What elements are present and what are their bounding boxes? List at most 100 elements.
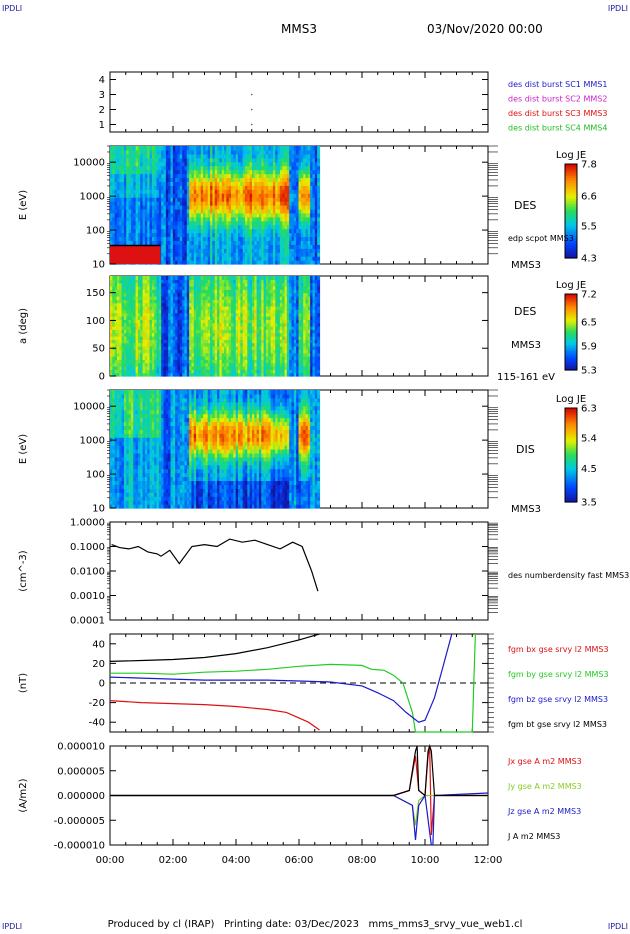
des-spectrogram-cell [158,220,162,226]
des-spectrogram-cell [186,212,190,218]
des-pitch-cell [184,362,188,367]
des-pitch-cell [137,366,141,370]
des-spectrogram-cell [247,177,251,182]
des-spectrogram-cell [298,208,302,214]
des-pitch-cell [196,346,200,350]
des-spectrogram-cell [268,220,272,226]
des-pitch-cell [184,282,188,287]
des-spectrogram-cell [200,236,204,241]
des-pitch-cell [231,282,234,287]
des-spectrogram-cell [310,157,314,163]
des-spectrogram-cell [151,236,155,241]
des-spectrogram-cell [289,193,293,198]
des-spectrogram-cell [210,146,214,151]
des-pitch-cell [123,306,127,310]
des-spectrogram-cell [251,177,255,182]
des-pitch-cell [224,322,227,327]
des-pitch-cell [193,302,197,307]
des-pitch-cell [261,322,265,327]
des-pitch-cell [244,362,248,367]
des-spectrogram-cell [110,161,113,167]
des-pitch-cell [193,279,197,284]
des-pitch-cell [258,329,262,334]
des-pitch-cell [240,372,244,377]
des-pitch-cell [135,316,139,320]
des-pitch-cell [189,306,193,310]
des-spectrogram-cell [147,169,151,175]
des-spectrogram-cell [196,173,200,179]
des-pitch-cell [112,356,116,360]
des-spectrogram-cell [154,177,158,182]
des-spectrogram-cell [156,161,160,167]
des-pitch-cell [110,356,113,360]
des-spectrogram-cell [133,161,137,167]
des-spectrogram-cell [314,248,318,253]
des-spectrogram-cell [275,256,279,261]
des-pitch-cell [161,309,165,314]
des-spectrogram-cell [154,165,158,171]
des-pitch-cell [207,336,211,340]
des-spectrogram-cell [277,165,281,171]
des-energy-colorbar-cell [565,243,577,247]
des-spectrogram-cell [128,149,132,155]
des-pitch-cell [170,319,174,324]
des-pitch-cell [179,352,183,357]
des-pitch-cell [179,332,183,337]
des-pitch-cell [224,332,227,337]
des-pitch-cell [231,319,234,324]
des-pitch-cell [212,356,216,360]
des-spectrogram-cell [186,248,190,253]
des-spectrogram-cell [249,169,253,175]
des-pitch-cell [205,276,209,280]
des-pitch-cell [221,336,225,340]
des-pitch-cell [233,286,237,290]
des-spectrogram-cell [279,169,283,175]
des-spectrogram-cell [296,157,300,163]
des-pitch-cell [214,329,218,334]
des-pitch-cell [193,292,197,297]
des-pitch-cell [238,326,241,330]
des-spectrogram-cell [268,165,272,171]
des-pitch-cell [149,322,153,327]
des-pitch-cell [142,366,146,370]
des-pitch-cell [140,282,144,287]
des-spectrogram-cell [256,252,260,257]
des-pitch-cell [142,359,146,364]
des-pitch-cell [212,319,216,324]
des-pitch-cell [198,329,202,334]
des-pitch-cell [186,296,190,300]
des-spectrogram-cell [137,201,141,206]
des-spectrogram-cell [300,185,304,190]
des-pitch-cell [256,292,260,297]
des-spectrogram-cell [275,173,279,179]
des-spectrogram-cell [279,252,283,257]
des-spectrogram-cell [182,248,186,253]
des-pitch-cell [133,339,137,344]
des-spectrogram-cell [219,236,223,241]
des-spectrogram-cell [147,224,151,230]
des-spectrogram-cell [191,197,195,202]
des-spectrogram-cell [251,228,255,234]
des-pitch-cell [205,372,209,377]
des-spectrogram-cell [314,165,318,171]
des-pitch-cell [235,332,239,337]
des-spectrogram-cell [207,224,211,230]
des-pitch-cell [161,276,165,280]
des-spectrogram-cell [282,224,286,230]
des-spectrogram-cell [172,185,176,190]
des-spectrogram-cell [249,248,253,253]
des-spectrogram-cell [272,236,276,241]
des-spectrogram-cell [279,181,283,186]
des-spectrogram-cell [214,252,218,257]
des-spectrogram-cell [238,248,241,253]
des-spectrogram-cell [196,149,200,155]
des-spectrogram-cell [130,205,134,210]
des-pitch-cell [233,349,237,354]
des-spectrogram-cell [217,256,220,261]
des-spectrogram-cell [238,224,241,230]
des-spectrogram-cell [110,149,113,155]
des-spectrogram-cell [210,232,214,238]
des-spectrogram-cell [200,165,204,171]
des-spectrogram-cell [305,161,309,167]
des-spectrogram-cell [151,149,155,155]
